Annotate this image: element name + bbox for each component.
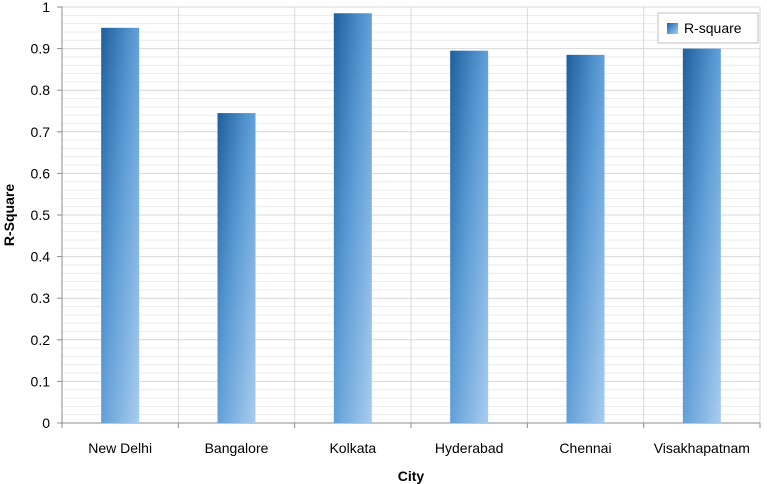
x-tick-label: Hyderabad (435, 440, 504, 456)
y-tick-label: 0 (42, 415, 50, 431)
y-tick-label: 0.6 (31, 165, 51, 181)
bar-visakhapatnam (682, 48, 721, 423)
axes (57, 6, 761, 428)
y-tick-label: 0.7 (31, 124, 51, 140)
x-tick-label: Bangalore (205, 440, 269, 456)
bar-bangalore (217, 113, 256, 423)
x-tick-label: Kolkata (329, 440, 376, 456)
bar-hyderabad (450, 50, 489, 424)
x-tick-label: New Delhi (88, 440, 152, 456)
grid-lines (62, 6, 761, 423)
tick-labels: 0 0.1 0.2 0.3 0.4 0.5 0.6 0.7 0.8 0.9 1 New Delhi Ba… (31, 0, 750, 456)
bar-new-delhi (101, 27, 140, 424)
bar-chennai (566, 54, 605, 424)
y-tick-label: 0.8 (31, 82, 51, 98)
y-tick-label: 0.1 (31, 373, 51, 389)
x-tick-label: Chennai (559, 440, 611, 456)
bar-kolkata (333, 13, 372, 424)
y-tick-label: 0.3 (31, 290, 51, 306)
y-tick-label: 0.2 (31, 332, 51, 348)
y-tick-label: 0.9 (31, 41, 51, 57)
x-tick-label: Visakhapatnam (654, 440, 750, 456)
y-axis-title: R-Square (1, 184, 17, 246)
bars (101, 13, 721, 424)
y-tick-label: 0.4 (31, 249, 51, 265)
legend: R-square (657, 12, 759, 44)
legend-swatch (667, 23, 678, 34)
y-tick-label: 0.5 (31, 207, 51, 223)
y-tick-label: 1 (42, 0, 50, 15)
x-axis-title: City (398, 468, 425, 484)
legend-label: R-square (684, 20, 742, 36)
